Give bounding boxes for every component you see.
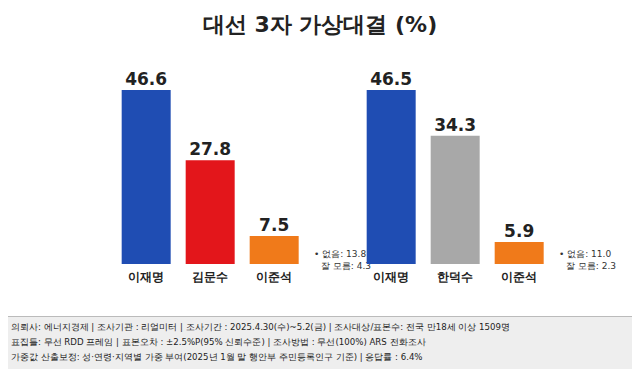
html-text:• 없음: 13.8: • 없음: 13.8 xyxy=(314,249,367,259)
html-text:• 없음: 11.0: • 없음: 11.0 xyxy=(559,249,612,259)
svg-text:이재명: 이재명 xyxy=(128,270,164,284)
svg-text:5.9: 5.9 xyxy=(504,221,534,241)
html-text:의뢰사: 에너지경제 | 조사기관 : 리얼미터 | 조사기: 의뢰사: 에너지경제 | 조사기관 : 리얼미터 | 조사기간 : 2025.4… xyxy=(11,322,510,332)
html-text:잘 모름: 4.3: 잘 모름: 4.3 xyxy=(321,261,372,271)
svg-text:이준석: 이준석 xyxy=(501,270,537,284)
html-text:대선 3자 가상대결 (%): 대선 3자 가상대결 (%) xyxy=(202,12,438,37)
svg-text:김문수: 김문수 xyxy=(192,270,228,284)
html-text:가중값 산출보정: 성·연령·지역별 가중 부여(2025년: 가중값 산출보정: 성·연령·지역별 가중 부여(2025년 1월 말 행안부 … xyxy=(11,352,423,362)
svg-text:한덕수: 한덕수 xyxy=(437,270,473,284)
svg-text:46.6: 46.6 xyxy=(125,69,167,89)
svg-text:이재명: 이재명 xyxy=(373,270,409,284)
svg-text:34.3: 34.3 xyxy=(434,115,476,135)
svg-text:이준석: 이준석 xyxy=(256,270,292,284)
svg-text:27.8: 27.8 xyxy=(189,139,231,159)
svg-text:46.5: 46.5 xyxy=(370,69,412,89)
html-text:잘 모름: 2.3: 잘 모름: 2.3 xyxy=(566,261,617,271)
html-text:표집틀: 무선 RDD 프레임 | 표본오차 : ±2.5%: 표집틀: 무선 RDD 프레임 | 표본오차 : ±2.5%P(95% 신뢰수준… xyxy=(11,337,426,347)
svg-text:7.5: 7.5 xyxy=(259,215,289,235)
